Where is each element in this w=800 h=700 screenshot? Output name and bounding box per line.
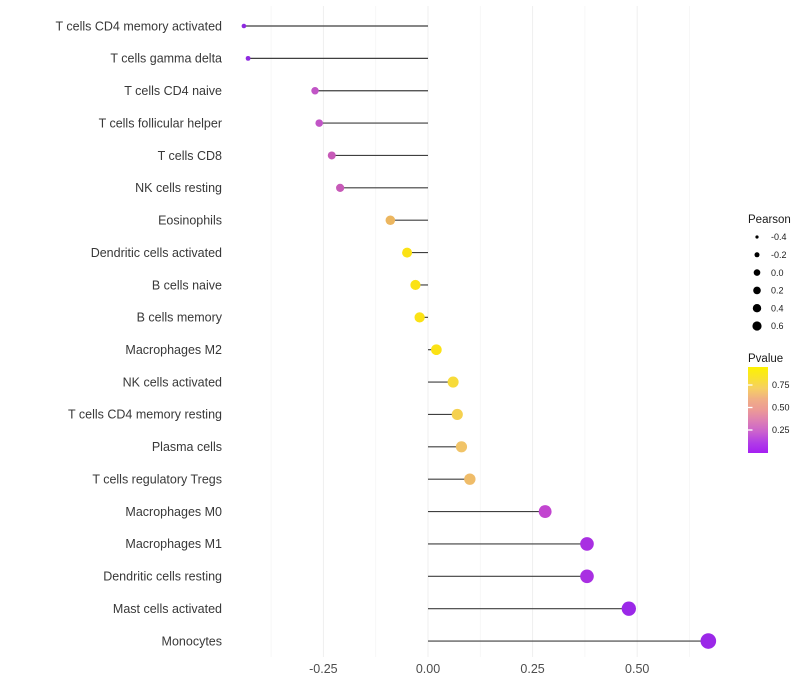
x-tick-label: 0.00 bbox=[416, 662, 440, 676]
category-label: Eosinophils bbox=[158, 214, 222, 228]
lollipop-dot bbox=[580, 537, 594, 551]
pearson-legend-title: Pearson bbox=[748, 214, 791, 226]
x-axis: -0.25 0.00 0.25 0.50 bbox=[309, 662, 649, 676]
pearson-legend-key-label: 0.0 bbox=[771, 268, 784, 278]
lollipop-dot bbox=[410, 279, 421, 291]
lollipop-dot bbox=[327, 151, 336, 160]
pvalue-color-legend: Pvalue 0.75 0.50 0.25 bbox=[748, 353, 790, 453]
pvalue-legend-tick-label: 0.25 bbox=[772, 425, 790, 435]
category-label: T cells follicular helper bbox=[99, 116, 222, 130]
x-tick-label: 0.50 bbox=[625, 662, 649, 676]
pearson-legend-key-label: 0.4 bbox=[771, 303, 784, 313]
category-label: T cells CD4 memory activated bbox=[56, 19, 223, 33]
lollipop-dot bbox=[241, 23, 247, 29]
lollipop-dot bbox=[538, 505, 552, 518]
lollipop-dot bbox=[580, 569, 594, 584]
pearson-size-legend: Pearson -0.4 -0.2 0.0 0.2 0.4 0.6 bbox=[748, 214, 791, 331]
category-label: T cells CD8 bbox=[158, 149, 222, 163]
category-label: Mast cells activated bbox=[113, 602, 222, 616]
category-label: Dendritic cells resting bbox=[103, 570, 222, 584]
pearson-legend-key-label: 0.6 bbox=[771, 321, 784, 331]
category-label: NK cells activated bbox=[123, 375, 222, 389]
lollipop-dot bbox=[311, 87, 319, 95]
lollipop-dot bbox=[336, 183, 345, 192]
category-label: Macrophages M0 bbox=[125, 505, 222, 519]
pearson-legend-key-dot bbox=[753, 269, 761, 276]
lollipop-dot bbox=[700, 633, 717, 649]
category-label: B cells memory bbox=[137, 311, 223, 325]
lollipop-dot bbox=[315, 119, 324, 127]
lollipop-dot bbox=[464, 473, 476, 485]
pvalue-legend-tick-label: 0.75 bbox=[772, 380, 790, 390]
pearson-legend-key-dot bbox=[752, 304, 762, 313]
category-label: B cells naive bbox=[152, 278, 222, 292]
pvalue-colorbar bbox=[748, 367, 768, 453]
pearson-legend-key-label: 0.2 bbox=[771, 286, 784, 296]
grid bbox=[270, 6, 690, 657]
lollipop-dot bbox=[431, 344, 442, 356]
category-label: T cells CD4 memory resting bbox=[68, 408, 222, 422]
category-label: NK cells resting bbox=[135, 181, 222, 195]
category-label: T cells gamma delta bbox=[110, 52, 222, 66]
x-tick-label: 0.25 bbox=[520, 662, 544, 676]
category-label: Plasma cells bbox=[152, 440, 222, 454]
category-label: Macrophages M1 bbox=[125, 537, 222, 551]
lollipop-dot bbox=[414, 312, 425, 323]
pvalue-legend-title: Pvalue bbox=[748, 353, 783, 365]
rows: T cells CD4 memory activated T cells gamm… bbox=[56, 19, 717, 649]
x-tick-label: -0.25 bbox=[309, 662, 338, 676]
pvalue-legend-tick-label: 0.50 bbox=[772, 403, 790, 413]
category-label: Monocytes bbox=[162, 634, 222, 648]
pearson-legend-key-dot bbox=[754, 252, 760, 258]
lollipop-dot bbox=[245, 55, 251, 61]
lollipop-dot bbox=[385, 215, 396, 226]
category-label: T cells CD4 naive bbox=[124, 84, 222, 98]
lollipop-dot bbox=[455, 441, 468, 453]
lollipop-dot bbox=[621, 601, 637, 616]
pearson-legend-key-dot bbox=[755, 235, 759, 239]
pearson-legend-key-dot bbox=[752, 321, 762, 331]
lollipop-dot bbox=[402, 247, 413, 258]
pearson-legend-key-dot bbox=[753, 286, 761, 295]
category-label: Dendritic cells activated bbox=[91, 246, 222, 260]
lollipop-dot bbox=[447, 376, 459, 388]
pearson-legend-key-label: -0.2 bbox=[771, 250, 787, 260]
lollipop-dot bbox=[451, 408, 463, 420]
category-label: T cells regulatory Tregs bbox=[92, 472, 222, 486]
pearson-legend-key-label: -0.4 bbox=[771, 232, 787, 242]
category-label: Macrophages M2 bbox=[125, 343, 222, 357]
